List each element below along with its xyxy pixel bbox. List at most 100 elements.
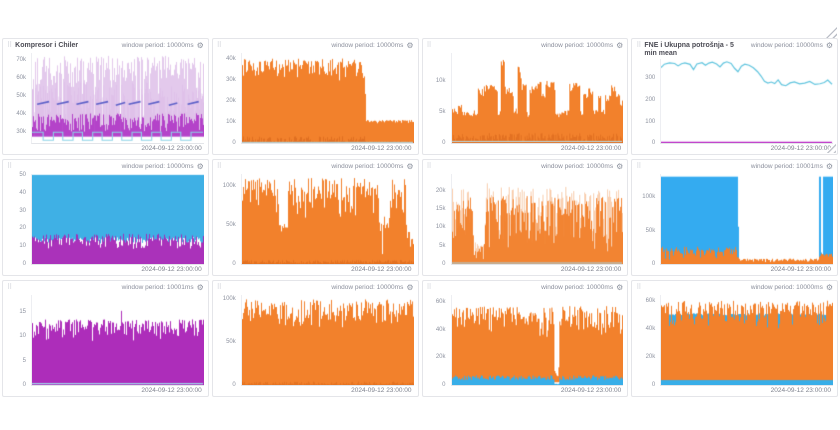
y-tick-label: 40k <box>226 56 236 63</box>
y-tick-label: 60k <box>435 298 446 305</box>
y-tick-label: 30k <box>226 77 236 84</box>
gear-icon[interactable]: ⚙ <box>196 41 204 50</box>
chart-canvas[interactable] <box>31 53 204 144</box>
y-tick-label: 15 <box>19 309 26 316</box>
panel-fne-i-ukupna-potrosnja: ⠿ FNE i Ukupna potrošnja - 5 min mean wi… <box>631 38 838 155</box>
panel-title <box>225 41 329 42</box>
panel-header: ⠿ window period: 10000ms ⚙ <box>427 162 624 173</box>
panel-title <box>15 283 119 284</box>
x-axis-time-label: 2024-09-12 23:00:00 <box>560 145 622 152</box>
y-tick-label: 30 <box>19 207 26 214</box>
drag-handle-icon[interactable]: ⠿ <box>426 284 432 291</box>
y-tick-label: 20k <box>645 353 656 360</box>
gear-icon[interactable]: ⚙ <box>406 283 414 292</box>
window-period-label: window period: 10000ms <box>750 42 823 49</box>
gear-icon[interactable]: ⚙ <box>196 162 204 171</box>
y-tick-label: 20 <box>19 225 26 232</box>
panel-12: ⠿ window period: 10000ms ⚙ 0 20k 40k 60k 20… <box>631 280 838 397</box>
chart-area: 30k 40k 50k 60k 70k <box>7 53 204 144</box>
y-tick-label: 5k <box>439 242 446 249</box>
drag-handle-icon[interactable]: ⠿ <box>216 163 222 170</box>
panel-11: ⠿ window period: 10000ms ⚙ 0 20k 40k 60k 20… <box>421 280 629 397</box>
window-period-label: window period: 10000ms <box>541 284 614 291</box>
panel-9: ⠿ window period: 10001ms ⚙ 0 5 10 15 2024-0… <box>2 280 209 397</box>
chart-area: 0 20k 40k 60k <box>427 295 624 388</box>
x-axis-time-label: 2024-09-12 23:00:00 <box>141 145 202 152</box>
y-tick-label: 50k <box>16 93 26 100</box>
chart-canvas[interactable] <box>240 174 414 265</box>
gear-icon[interactable]: ⚙ <box>825 41 833 50</box>
panel-title <box>225 162 329 163</box>
chart-canvas[interactable] <box>240 53 414 144</box>
gear-icon[interactable]: ⚙ <box>406 41 414 50</box>
y-tick-label: 100k <box>222 182 236 189</box>
y-tick-label: 40k <box>645 325 656 332</box>
y-tick-label: 5 <box>22 357 26 364</box>
gear-icon[interactable]: ⚙ <box>616 41 624 50</box>
chart-canvas[interactable] <box>31 295 204 386</box>
y-tick-label: 15k <box>435 205 446 212</box>
y-tick-label: 40k <box>435 326 446 333</box>
gear-icon[interactable]: ⚙ <box>406 162 414 171</box>
panel-header: ⠿ window period: 10000ms ⚙ <box>217 41 414 52</box>
chart-canvas[interactable] <box>450 174 624 265</box>
resize-handle[interactable] <box>825 142 836 153</box>
y-tick-label: 100 <box>645 118 656 125</box>
x-axis-time-label: 2024-09-12 23:00:00 <box>770 145 831 152</box>
panel-title <box>644 162 748 163</box>
y-tick-label: 40 <box>19 189 26 196</box>
drag-handle-icon[interactable]: ⠿ <box>7 284 13 291</box>
drag-handle-icon[interactable]: ⠿ <box>216 284 222 291</box>
y-tick-label: 300 <box>645 75 656 82</box>
chart-canvas[interactable] <box>450 53 624 144</box>
panel-title <box>435 283 539 284</box>
y-tick-label: 0 <box>651 140 656 147</box>
drag-handle-icon[interactable]: ⠿ <box>7 163 13 170</box>
y-tick-label: 10k <box>435 224 446 231</box>
chart-area: 0 5k 10k 15k 20k <box>427 174 624 267</box>
panel-2: ⠿ window period: 10000ms ⚙ 0 10k 20k 30k 40k… <box>211 38 419 155</box>
y-axis: 0 5k 10k 15k 20k <box>427 174 448 267</box>
window-period-label: window period: 10000ms <box>331 163 404 170</box>
panel-title: FNE i Ukupna potrošnja - 5 min mean <box>644 42 734 58</box>
y-axis: 0 100 200 300 <box>636 59 657 147</box>
drag-handle-icon[interactable]: ⠿ <box>636 163 642 170</box>
y-tick-label: 0 <box>442 261 446 267</box>
panel-10: ⠿ window period: 10000ms ⚙ 0 50k 100k 2024… <box>211 280 419 397</box>
chart-area: 0 10k 20k 30k 40k <box>217 53 414 146</box>
gear-icon[interactable]: ⚙ <box>616 162 624 171</box>
window-period-label: window period: 10000ms <box>541 163 614 170</box>
drag-handle-icon[interactable]: ⠿ <box>7 42 13 49</box>
drag-handle-icon[interactable]: ⠿ <box>426 163 432 170</box>
drag-handle-icon[interactable]: ⠿ <box>426 42 432 49</box>
chart-canvas[interactable] <box>450 295 624 386</box>
y-tick-label: 50k <box>226 221 236 228</box>
chart-canvas[interactable] <box>240 295 414 386</box>
chart-area: 0 50k 100k <box>217 295 414 388</box>
chart-canvas[interactable] <box>660 174 833 265</box>
panel-title <box>15 162 119 163</box>
panel-8: ⠿ window period: 10001ms ⚙ 0 50k 100k 2024… <box>631 159 838 276</box>
y-axis: 0 50k 100k <box>217 174 238 267</box>
gear-icon[interactable]: ⚙ <box>616 283 624 292</box>
gear-icon[interactable]: ⚙ <box>825 162 833 171</box>
chart-canvas[interactable] <box>31 174 204 265</box>
drag-handle-icon[interactable]: ⠿ <box>636 42 642 49</box>
chart-canvas[interactable] <box>660 59 833 144</box>
y-tick-label: 50k <box>226 339 236 346</box>
y-tick-label: 60k <box>645 297 656 304</box>
panel-header: ⠿ Kompresor i Chiler window period: 1000… <box>7 41 204 52</box>
drag-handle-icon[interactable]: ⠿ <box>216 42 222 49</box>
y-axis: 30k 40k 50k 60k 70k <box>7 53 28 144</box>
gear-icon[interactable]: ⚙ <box>825 283 833 292</box>
y-axis: 0 50k 100k <box>636 174 657 267</box>
y-tick-label: 40k <box>16 111 26 118</box>
y-axis: 0 50k 100k <box>217 295 238 388</box>
window-period-label: window period: 10000ms <box>331 42 404 49</box>
gear-icon[interactable]: ⚙ <box>196 283 204 292</box>
chart-canvas[interactable] <box>660 295 833 386</box>
y-tick-label: 30k <box>16 129 26 136</box>
drag-handle-icon[interactable]: ⠿ <box>636 284 642 291</box>
y-tick-label: 5k <box>439 108 446 115</box>
y-axis: 0 20k 40k 60k <box>636 295 657 388</box>
